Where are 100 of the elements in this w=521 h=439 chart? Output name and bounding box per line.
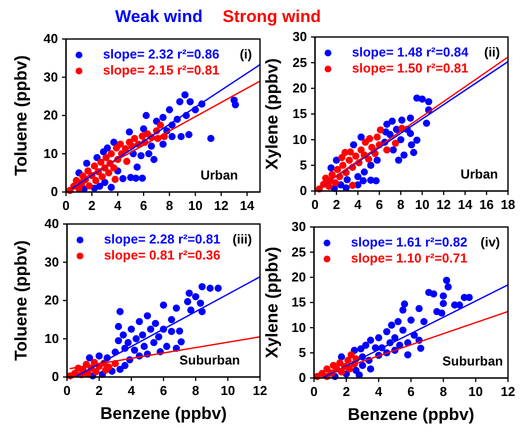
point — [338, 353, 346, 360]
x-tick-label: 2 — [88, 198, 96, 214]
point — [410, 148, 418, 156]
point — [415, 304, 423, 312]
y-tick-label: 30 — [44, 69, 58, 84]
point — [105, 169, 112, 176]
point — [422, 120, 430, 127]
y-tick-label: 20 — [44, 108, 58, 123]
point — [356, 371, 363, 379]
point — [160, 301, 168, 309]
point — [350, 141, 358, 148]
y-axis-title: Toluene (ppbv) — [11, 240, 30, 361]
point — [84, 167, 92, 175]
point — [358, 362, 366, 370]
point — [365, 156, 372, 163]
legend-label: slope= 1.50 r²=0.81 — [352, 60, 468, 76]
point — [372, 177, 380, 184]
point — [392, 140, 400, 147]
point — [155, 333, 162, 340]
point — [116, 140, 124, 148]
point — [114, 337, 122, 344]
x-tick-label: 12 — [252, 383, 268, 398]
x-tick-label: 4 — [128, 383, 136, 398]
point — [344, 176, 351, 184]
point — [137, 152, 145, 160]
y-tick-label: 20 — [292, 269, 306, 284]
point — [92, 368, 100, 376]
point — [178, 338, 185, 346]
point — [346, 148, 354, 156]
annotation: (iii) — [232, 231, 252, 246]
point — [144, 312, 152, 320]
point — [86, 182, 93, 190]
annotation: Suburban — [179, 352, 240, 368]
x-tick-label: 10 — [220, 383, 236, 398]
point — [126, 128, 133, 136]
x-tick-label: 12 — [500, 384, 516, 400]
x-tick-label: 6 — [376, 197, 383, 212]
y-tick-label: 0 — [50, 184, 58, 200]
point — [93, 154, 101, 162]
point — [440, 300, 447, 308]
y-tick-label: 10 — [44, 330, 59, 346]
point — [110, 164, 118, 172]
legend-label: slope= 1.10 r²=0.71 — [351, 250, 468, 266]
point — [104, 144, 111, 152]
x-tick-label: 0 — [62, 198, 70, 214]
point — [336, 359, 344, 366]
y-tick-label: 40 — [44, 216, 59, 232]
y-tick-label: 5 — [300, 157, 307, 172]
point — [105, 363, 112, 371]
point — [168, 132, 176, 140]
x-tick-label: 8 — [192, 383, 200, 398]
x-tick-label: 0 — [63, 383, 71, 398]
point — [130, 346, 138, 354]
point — [134, 164, 141, 171]
point — [323, 365, 331, 373]
point — [366, 336, 374, 344]
y-axis-title: Toluene (ppbv) — [11, 55, 30, 176]
point — [397, 136, 404, 144]
y-axis-title: Xylene (ppbv) — [262, 58, 282, 170]
x-tick-label: 0 — [311, 197, 319, 212]
point — [339, 162, 346, 169]
y-tick-label: 20 — [292, 80, 307, 96]
x-tick-label: 2 — [96, 383, 103, 398]
point — [90, 162, 98, 170]
x-tick-label: 14 — [240, 198, 256, 214]
point — [406, 130, 414, 138]
x-axis-title: Benzene (ppbv) — [100, 404, 227, 423]
point — [344, 356, 352, 364]
legend-label: slope= 0.81 r²=0.36 — [104, 247, 220, 262]
point — [116, 308, 124, 316]
point — [328, 170, 336, 178]
point — [108, 184, 115, 192]
point — [383, 146, 390, 154]
x-tick-label: 12 — [436, 197, 451, 212]
point — [184, 298, 192, 306]
y-tick-label: 0 — [300, 183, 307, 198]
y-tick-label: 10 — [44, 146, 58, 161]
point — [386, 130, 394, 138]
point — [394, 318, 402, 326]
y-tick-label: 0 — [298, 370, 306, 386]
annotation: (i) — [240, 46, 252, 62]
x-tick-label: 6 — [140, 198, 148, 214]
point — [120, 331, 127, 339]
y-tick-label: 0 — [52, 369, 59, 384]
y-axis-title: Xylene (ppbv) — [262, 246, 282, 358]
point — [408, 141, 416, 148]
annotation: Urban — [200, 167, 238, 182]
y-tick-label: 10 — [292, 320, 306, 335]
point — [123, 158, 130, 165]
x-tick-label: 2 — [332, 197, 340, 212]
point — [466, 294, 473, 302]
point — [348, 351, 355, 358]
x-tick-label: 2 — [342, 384, 350, 400]
point — [196, 300, 204, 307]
point — [166, 106, 174, 114]
point — [114, 322, 122, 330]
point — [362, 342, 370, 349]
point — [145, 150, 152, 158]
x-tick-label: 6 — [407, 384, 415, 400]
point — [152, 320, 160, 328]
